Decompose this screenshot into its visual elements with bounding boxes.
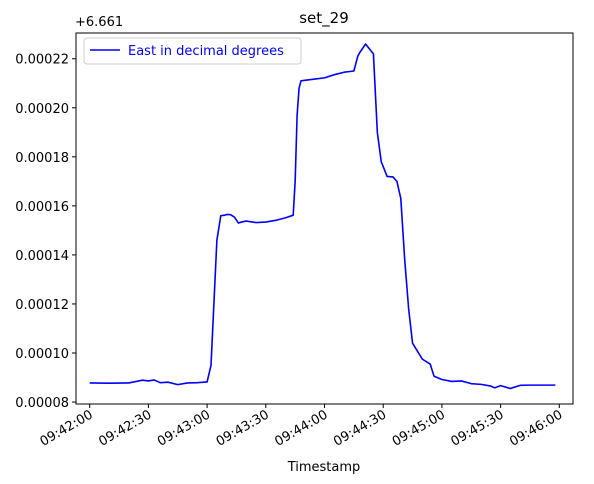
y-tick-label: 0.00018 — [15, 151, 69, 166]
y-tick-label: 0.00016 — [15, 200, 69, 215]
y-tick-label: 0.00022 — [15, 53, 69, 68]
x-axis: 09:42:00 09:42:30 09:43:00 09:43:30 09:44:00… — [38, 404, 565, 450]
y-tick-label: 0.00020 — [15, 102, 69, 117]
y-offset-label: +6.661 — [75, 15, 123, 30]
plot-frame — [75, 32, 574, 405]
y-tick-label: 0.00012 — [15, 298, 69, 313]
series-layer — [89, 43, 556, 390]
x-tick-label: 09:42:00 — [38, 407, 96, 449]
y-tick-label: 0.00010 — [15, 347, 69, 362]
y-axis: 0.00008 0.00010 0.00012 0.00014 0.00016 0.000… — [15, 53, 76, 411]
x-axis-title: Timestamp — [287, 460, 361, 475]
x-tick-label: 09:43:30 — [214, 407, 272, 449]
x-tick-label: 09:45:00 — [390, 407, 448, 449]
x-tick-label: 09:46:00 — [507, 407, 565, 449]
legend-label: East in decimal degrees — [128, 44, 284, 59]
x-tick-label: 09:42:30 — [96, 407, 154, 449]
x-tick-label: 09:45:30 — [449, 407, 507, 449]
x-tick-label: 09:44:30 — [331, 407, 389, 449]
x-tick-label: 09:44:00 — [272, 407, 330, 449]
x-tick-label: 09:43:00 — [155, 407, 213, 449]
chart-title: set_29 — [299, 9, 349, 28]
y-tick-label: 0.00008 — [15, 396, 69, 411]
series-line-0 — [89, 43, 556, 390]
legend: East in decimal degrees — [83, 37, 302, 65]
y-tick-label: 0.00014 — [15, 249, 69, 264]
legend-box — [83, 37, 302, 65]
